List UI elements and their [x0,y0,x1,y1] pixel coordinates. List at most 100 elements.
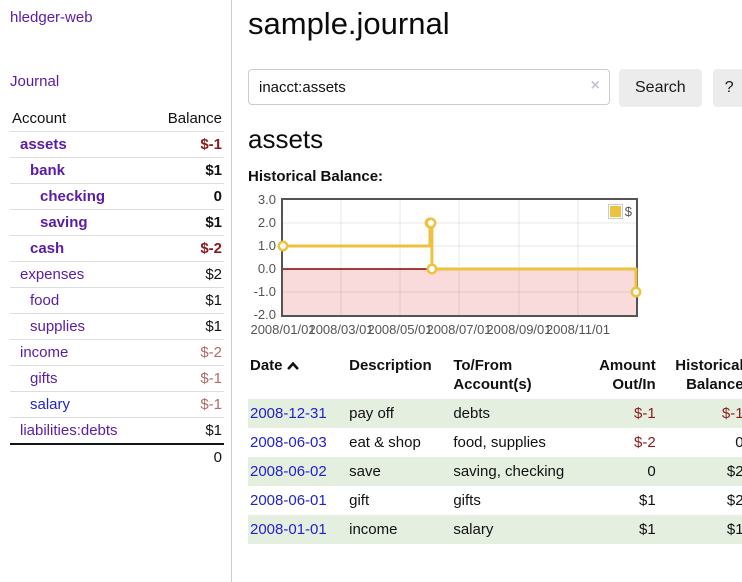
account-column-header: Account [10,106,150,132]
search-box: × [248,69,610,105]
chart-title: Historical Balance: [248,168,384,185]
account-link[interactable]: supplies [30,318,86,335]
account-link[interactable]: liabilities:debts [20,422,118,439]
account-balance: 0 [149,183,224,210]
sort-ascending-icon [287,361,299,370]
x-axis-tick-label: 2008/09/01 [486,322,552,337]
account-row: cash $-2 [10,235,224,262]
transaction-amount: $-2 [634,434,656,451]
transaction-date-link[interactable]: 2008-01-01 [250,521,327,538]
account-link[interactable]: cash [30,240,65,257]
search-button[interactable]: Search [619,69,702,107]
account-link[interactable]: checking [40,188,106,205]
sidebar-total-balance: 0 [149,443,224,470]
account-row: income $-2 [10,339,224,366]
y-axis-tick-label: 0.0 [257,261,276,276]
transaction-accounts: saving, checking [453,463,565,480]
transaction-balance: 0 [735,434,742,451]
date-column-header[interactable]: Date [248,352,347,399]
account-balance: $1 [149,313,224,340]
account-row: bank $1 [10,157,224,184]
transaction-balance: $2 [726,463,742,480]
x-axis-tick-label: 2008/11/01 [545,322,611,337]
transaction-amount: 0 [647,463,656,480]
transaction-balance: $1 [726,521,742,538]
transaction-description: gift [349,492,370,509]
account-balance: $1 [149,209,224,236]
transaction-row: 2008-06-02 save saving, checking 0 $2 [248,457,742,486]
y-axis-tick-label: -1.0 [253,284,276,299]
account-link[interactable]: income [20,344,69,361]
y-axis-tick-label: -2.0 [253,307,276,322]
search-input[interactable] [248,69,610,105]
sidebar: hledger-web Journal Account Balance asse… [0,0,232,582]
historical-balance-chart: $ 3.0 2.0 1.0 0.0 -1.0 -2.0 2008/01/01 2008/03/… [248,192,742,342]
search-help-button[interactable]: ? [712,69,742,107]
x-axis-tick-label: 2008/03/01 [308,322,374,337]
register-table: Date Description To/From Account(s) Amou… [248,352,742,544]
account-heading: assets [248,124,324,154]
account-link[interactable]: saving [40,214,88,231]
account-balance: $-1 [149,365,224,392]
sidebar-total-row: 0 [10,443,224,470]
transaction-accounts: gifts [453,492,481,509]
account-link[interactable]: expenses [20,266,85,283]
transaction-accounts: debts [453,405,491,422]
transaction-date-link[interactable]: 2008-06-03 [250,434,327,451]
chart-plot-area: $ [277,198,642,317]
transaction-date-link[interactable]: 2008-12-31 [250,405,327,422]
transaction-amount: $-1 [634,405,656,422]
description-column-header: Description [349,357,432,374]
legend-label: $ [624,204,632,219]
y-axis-tick-label: 1.0 [257,238,276,253]
account-balance: $2 [149,261,224,288]
amount-column-header: Amount Out/In [599,357,656,393]
sidebar-item-journal[interactable]: Journal [10,73,60,90]
transaction-description: pay off [349,405,394,422]
search-form: × Search ? [248,69,742,107]
accounts-table: Account Balance assets $-1 bank $1 check… [10,106,224,470]
transaction-amount: $1 [639,521,656,538]
balance-column-header: Balance [149,106,224,132]
account-row: salary $-1 [10,391,224,418]
transaction-description: eat & shop [349,434,421,451]
account-link[interactable]: salary [30,396,71,413]
x-axis-tick-label: 2008/07/01 [426,322,492,337]
account-balance: $-2 [149,235,224,262]
transaction-balance: $2 [726,492,742,509]
tofrom-column-header: To/From Account(s) [453,357,532,393]
main-content: sample.journal × Search ? assets Histori… [232,0,742,582]
account-balance: $1 [149,287,224,314]
account-link[interactable]: gifts [30,370,58,387]
account-balance: $-1 [149,131,224,158]
transaction-accounts: salary [453,521,494,538]
account-row: saving $1 [10,209,224,236]
app-title-link[interactable]: hledger-web [10,9,93,26]
account-balance: $-2 [149,339,224,366]
account-row: expenses $2 [10,261,224,288]
account-row: food $1 [10,287,224,314]
transaction-balance: $-1 [721,405,742,422]
transaction-date-link[interactable]: 2008-06-01 [250,492,327,509]
transaction-accounts: food, supplies [453,434,546,451]
clear-search-icon[interactable]: × [590,77,600,94]
transaction-description: income [349,521,398,538]
transaction-date-link[interactable]: 2008-06-02 [250,463,327,480]
transaction-row: 2008-01-01 income salary $1 $1 [248,515,742,544]
account-row: checking 0 [10,183,224,210]
account-row: supplies $1 [10,313,224,340]
account-balance: $1 [149,157,224,184]
transaction-description: save [349,463,381,480]
account-link[interactable]: assets [20,136,67,153]
x-axis-tick-label: 2008/05/01 [367,322,433,337]
transaction-amount: $1 [639,492,656,509]
legend-swatch [607,204,623,219]
account-balance: $1 [149,417,224,445]
page-title: sample.journal [248,6,450,41]
account-row: liabilities:debts $1 [10,417,224,445]
account-link[interactable]: bank [30,162,66,179]
account-link[interactable]: food [30,292,60,309]
transaction-row: 2008-06-03 eat & shop food, supplies $-2… [248,428,742,457]
register-header-row: Date Description To/From Account(s) Amou… [248,352,742,399]
transaction-row: 2008-06-01 gift gifts $1 $2 [248,486,742,515]
